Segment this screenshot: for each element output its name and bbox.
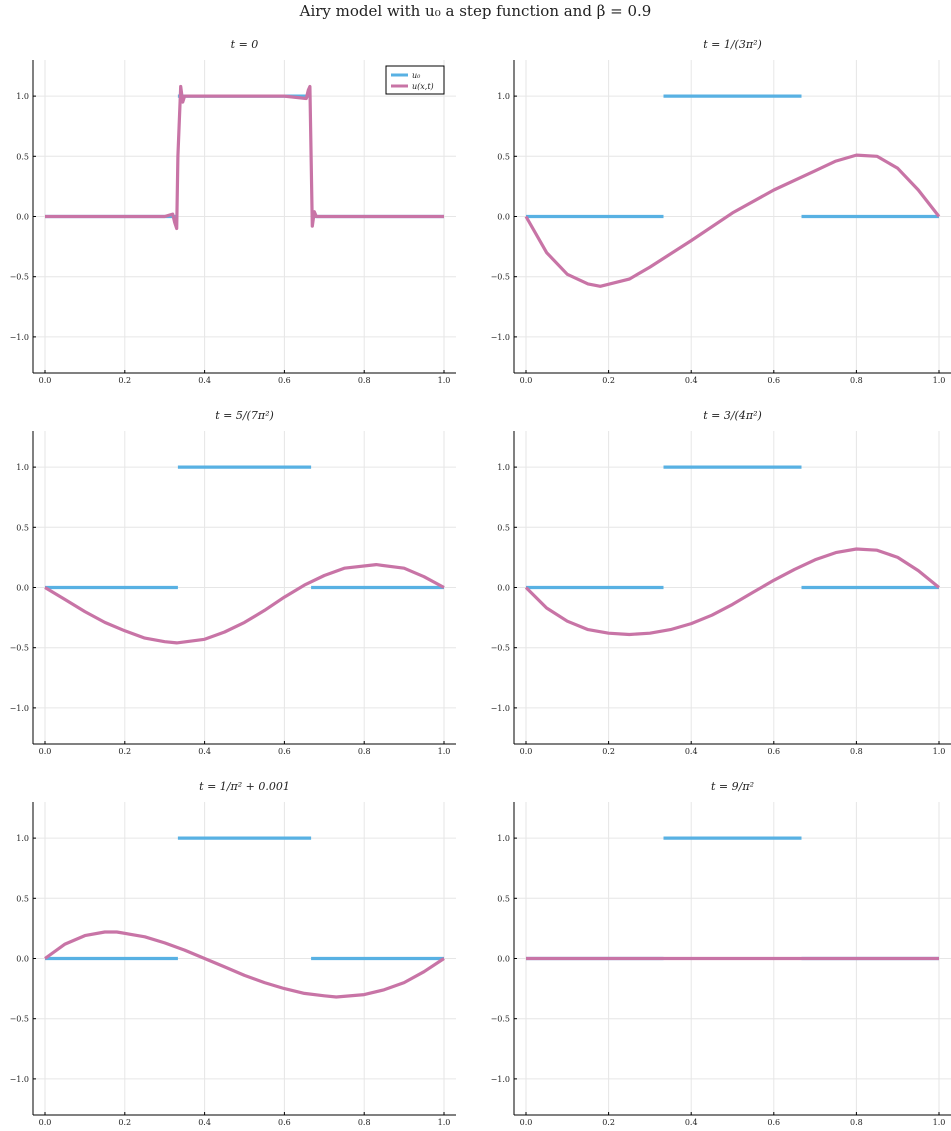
subplot-title: t = 5/(7π²) — [215, 409, 274, 422]
y-tick-label: 1.0 — [16, 92, 29, 101]
subplot-5: 0.0 0.2 0.4 0.6 0.8 1.0 −1.0 −0.5 0.0 0.5 1.0 t = 1… — [10, 780, 456, 1127]
y-tick-label: 1.0 — [16, 834, 29, 843]
subplot-title: t = 1/π² + 0.001 — [199, 780, 290, 793]
u-xt-line — [44, 563, 445, 645]
x-tick-label: 0.6 — [278, 376, 291, 385]
x-tick-label: 0.0 — [520, 376, 533, 385]
legend-box — [385, 65, 445, 95]
y-tick-label: −0.5 — [491, 644, 510, 653]
legend-label: u₀ — [412, 71, 421, 80]
x-tick-label: 0.6 — [767, 1118, 780, 1127]
x-tick-label: 0.2 — [602, 376, 615, 385]
y-tick-label: 0.5 — [16, 152, 29, 161]
y-tick-label: −0.5 — [491, 1015, 510, 1024]
x-tick-label: 0.4 — [685, 376, 698, 385]
x-tick-label: 0.8 — [358, 1118, 371, 1127]
x-tick-label: 0.2 — [602, 1118, 615, 1127]
subplot-title: t = 3/(4π²) — [703, 409, 762, 422]
subplot-title: t = 0 — [231, 38, 259, 51]
y-tick-label: −0.5 — [491, 273, 510, 282]
x-tick-label: 0.4 — [198, 376, 211, 385]
x-tick-label: 0.4 — [685, 1118, 698, 1127]
x-tick-label: 1.0 — [933, 1118, 946, 1127]
y-tick-label: 0.0 — [497, 584, 510, 593]
y-tick-label: 0.5 — [16, 523, 29, 532]
y-tick-label: 0.0 — [497, 213, 510, 222]
y-tick-label: 0.0 — [16, 955, 29, 964]
y-tick-label: −0.5 — [10, 644, 29, 653]
figure-title: Airy model with u₀ a step function and β… — [299, 2, 652, 20]
x-tick-label: 0.0 — [39, 747, 52, 756]
u-xt-line — [45, 84, 444, 231]
y-tick-label: −1.0 — [491, 333, 510, 342]
y-tick-label: −0.5 — [10, 273, 29, 282]
x-tick-label: 1.0 — [933, 747, 946, 756]
y-tick-label: −1.0 — [491, 1075, 510, 1084]
subplot-1: 0.0 0.2 0.4 0.6 0.8 1.0 −1.0 −0.5 0.0 0.5 1.0 t = 0… — [10, 38, 456, 385]
x-tick-label: 0.8 — [850, 1118, 863, 1127]
subplot-3: 0.0 0.2 0.4 0.6 0.8 1.0 −1.0 −0.5 0.0 0.5 1.0 t = 5… — [10, 409, 456, 756]
y-tick-label: −1.0 — [10, 1075, 29, 1084]
x-tick-label: 0.8 — [850, 747, 863, 756]
y-tick-label: 1.0 — [497, 92, 510, 101]
y-tick-label: 0.0 — [16, 213, 29, 222]
x-tick-label: 0.8 — [358, 747, 371, 756]
x-tick-label: 0.4 — [685, 747, 698, 756]
x-tick-label: 0.0 — [39, 376, 52, 385]
y-tick-label: 0.5 — [16, 894, 29, 903]
x-tick-label: 1.0 — [438, 1118, 451, 1127]
x-tick-label: 1.0 — [933, 376, 946, 385]
x-tick-label: 0.2 — [118, 376, 131, 385]
y-tick-label: −1.0 — [10, 333, 29, 342]
y-tick-label: 0.5 — [497, 894, 510, 903]
x-tick-label: 0.6 — [278, 747, 291, 756]
x-tick-label: 0.2 — [602, 747, 615, 756]
y-tick-label: −1.0 — [491, 704, 510, 713]
x-tick-label: 0.6 — [767, 747, 780, 756]
u-xt-line — [524, 153, 941, 288]
y-tick-label: 0.0 — [497, 955, 510, 964]
x-tick-label: 0.6 — [767, 376, 780, 385]
x-tick-label: 0.0 — [520, 1118, 533, 1127]
subplot-title: t = 9/π² — [711, 780, 754, 793]
x-tick-label: 0.0 — [39, 1118, 52, 1127]
y-tick-label: 0.5 — [497, 152, 510, 161]
x-tick-label: 0.8 — [850, 376, 863, 385]
x-tick-label: 0.2 — [118, 747, 131, 756]
u-xt-line — [44, 930, 445, 999]
y-tick-label: 1.0 — [497, 834, 510, 843]
x-tick-label: 0.8 — [358, 376, 371, 385]
subplot-2: 0.0 0.2 0.4 0.6 0.8 1.0 −1.0 −0.5 0.0 0.5 1.0 t = 1… — [491, 38, 951, 385]
y-tick-label: 0.5 — [497, 523, 510, 532]
y-tick-label: 1.0 — [16, 463, 29, 472]
x-tick-label: 1.0 — [438, 747, 451, 756]
x-tick-label: 0.0 — [520, 747, 533, 756]
x-tick-label: 0.4 — [198, 1118, 211, 1127]
subplot-title: t = 1/(3π²) — [703, 38, 762, 51]
y-tick-label: 1.0 — [497, 463, 510, 472]
u-xt-line — [524, 547, 941, 637]
legend: u₀ u(x,t) — [385, 65, 445, 95]
x-tick-label: 1.0 — [438, 376, 451, 385]
y-tick-label: −0.5 — [10, 1015, 29, 1024]
x-tick-label: 0.2 — [118, 1118, 131, 1127]
y-tick-label: −1.0 — [10, 704, 29, 713]
subplot-4: 0.0 0.2 0.4 0.6 0.8 1.0 −1.0 −0.5 0.0 0.5 1.0 t = 3… — [491, 409, 951, 756]
y-tick-label: 0.0 — [16, 584, 29, 593]
subplot-6: 0.0 0.2 0.4 0.6 0.8 1.0 −1.0 −0.5 0.0 0.5 1.0 t = 9… — [491, 780, 951, 1127]
legend-label: u(x,t) — [412, 82, 434, 91]
x-tick-label: 0.4 — [198, 747, 211, 756]
x-tick-label: 0.6 — [278, 1118, 291, 1127]
